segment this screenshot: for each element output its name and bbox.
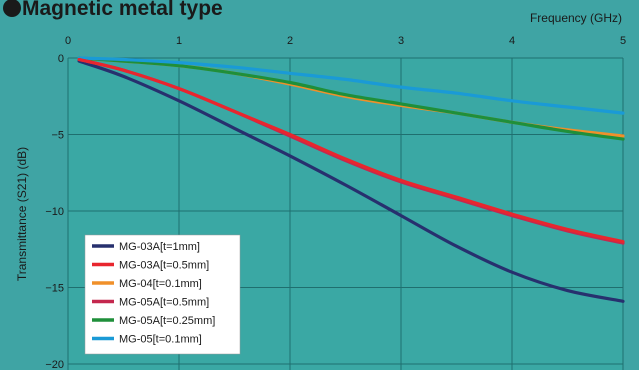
x-tick-label: 1 <box>176 35 182 47</box>
legend-label-5: MG-05[t=0.1mm] <box>119 334 202 346</box>
tick-labels: 0 1 2 3 4 5 0 −5 −10 −15 −20 <box>45 35 626 370</box>
title-bullet <box>3 0 21 17</box>
legend: MG-03A[t=1mm] MG-03A[t=0.5mm] MG-04[t=0.1m… <box>84 234 241 355</box>
x-tick-label: 5 <box>620 35 626 47</box>
legend-label-2: MG-04[t=0.1mm] <box>119 278 202 290</box>
x-tick-label: 2 <box>287 35 293 47</box>
y-tick-label: −10 <box>45 206 64 218</box>
y-tick-label: −20 <box>45 359 64 370</box>
legend-label-1: MG-03A[t=0.5mm] <box>119 260 209 272</box>
series-line-1 <box>77 57 625 244</box>
y-tick-label: 0 <box>58 53 64 65</box>
x-tick-label: 3 <box>398 35 404 47</box>
series-line-5 <box>77 56 625 115</box>
legend-box <box>84 234 241 355</box>
legend-label-4: MG-05A[t=0.25mm] <box>119 315 215 327</box>
x-axis-label: Frequency (GHz) <box>530 11 622 25</box>
series-line-0 <box>77 59 625 303</box>
x-tick-label: 4 <box>509 35 515 47</box>
y-axis-label: Transmittance (S21) (dB) <box>15 147 29 281</box>
legend-label-0: MG-03A[t=1mm] <box>119 241 200 253</box>
chart-title: Magnetic metal type <box>22 0 223 20</box>
series-lines <box>77 56 625 303</box>
series-line-4 <box>77 56 625 141</box>
x-tick-label: 0 <box>65 35 71 47</box>
legend-label-3: MG-05A[t=0.5mm] <box>119 297 209 309</box>
y-tick-label: −15 <box>45 283 64 295</box>
y-tick-label: −5 <box>51 130 64 142</box>
